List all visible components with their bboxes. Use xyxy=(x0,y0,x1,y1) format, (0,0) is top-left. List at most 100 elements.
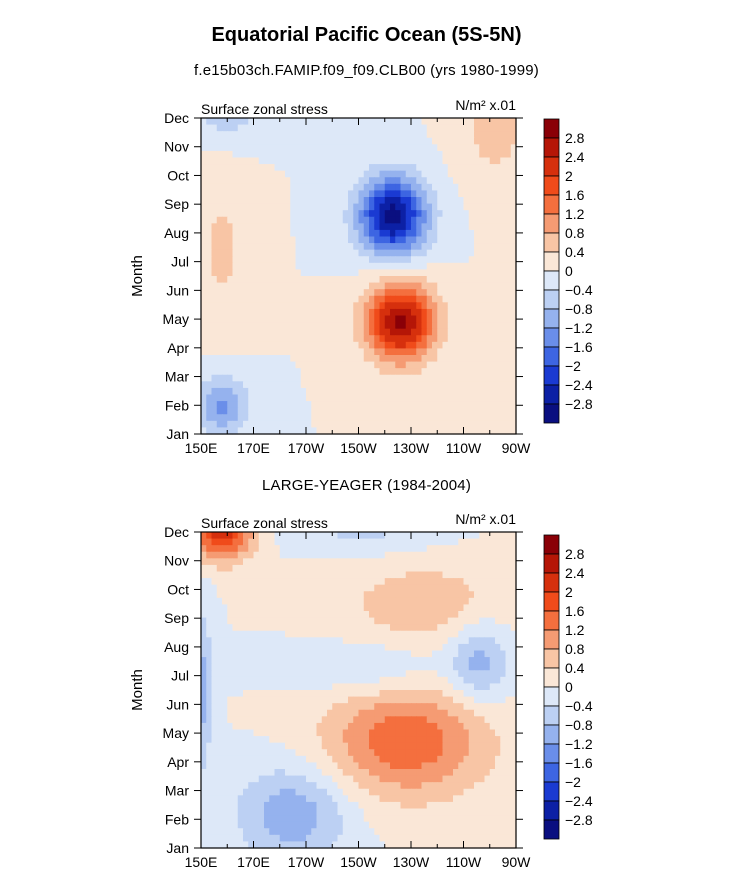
heatmap-cell xyxy=(442,643,449,652)
heatmap-cell xyxy=(237,249,244,257)
heatmap-cell xyxy=(358,722,365,731)
heatmap-cell xyxy=(237,236,244,244)
heatmap-cell xyxy=(363,571,370,579)
heatmap-cell xyxy=(327,302,333,310)
heatmap-cell xyxy=(510,289,517,297)
heatmap-cell xyxy=(405,611,412,619)
heatmap-cell xyxy=(327,387,333,396)
heatmap-cell xyxy=(253,401,260,409)
heatmap-cell xyxy=(316,709,323,717)
heatmap-cell xyxy=(211,564,218,573)
heatmap-cell xyxy=(348,302,354,310)
heatmap-cell xyxy=(500,335,507,343)
heatmap-cell xyxy=(395,637,402,645)
heatmap-cell xyxy=(227,545,234,553)
heatmap-cell xyxy=(484,256,491,264)
heatmap-cell xyxy=(243,150,249,159)
heatmap-cell xyxy=(379,137,386,145)
heatmap-cell xyxy=(363,630,370,638)
heatmap-cell xyxy=(374,374,381,382)
heatmap-cell xyxy=(437,703,444,711)
heatmap-cell xyxy=(222,597,228,606)
heatmap-cell xyxy=(463,164,470,172)
heatmap-cell xyxy=(201,663,207,671)
heatmap-cell xyxy=(353,722,360,731)
heatmap-cell xyxy=(295,262,302,271)
heatmap-cell xyxy=(437,157,444,165)
heatmap-cell xyxy=(374,538,381,546)
heatmap-cell xyxy=(337,131,344,139)
heatmap-cell xyxy=(379,564,386,573)
heatmap-cell xyxy=(432,690,438,698)
heatmap-cell xyxy=(227,157,234,165)
heatmap-cell xyxy=(211,670,218,678)
heatmap-cell xyxy=(216,170,223,178)
heatmap-cell xyxy=(295,361,302,369)
heatmap-cell xyxy=(379,578,386,586)
heatmap-cell xyxy=(510,401,517,409)
heatmap-cell xyxy=(500,564,507,573)
heatmap-cell xyxy=(405,420,412,429)
heatmap-cell xyxy=(358,611,365,619)
heatmap-cell xyxy=(416,348,423,356)
heatmap-cell xyxy=(468,190,475,198)
heatmap-cell xyxy=(332,170,339,178)
heatmap-cell xyxy=(505,676,512,685)
heatmap-cell xyxy=(505,729,512,737)
heatmap-cell xyxy=(285,262,291,271)
heatmap-cell xyxy=(264,558,270,566)
heatmap-cell xyxy=(327,243,333,251)
heatmap-cell xyxy=(222,335,228,343)
heatmap-cell xyxy=(353,118,360,126)
heatmap-cell xyxy=(395,210,402,218)
heatmap-cell xyxy=(306,229,312,238)
heatmap-cell xyxy=(342,348,349,356)
heatmap-cell xyxy=(206,381,213,389)
heatmap-cell xyxy=(400,308,407,317)
heatmap-cell xyxy=(253,703,260,711)
heatmap-cell xyxy=(300,361,307,369)
heatmap-cell xyxy=(484,295,491,303)
heatmap-cell xyxy=(447,355,454,363)
heatmap-cell xyxy=(248,630,255,638)
heatmap-cell xyxy=(348,315,354,323)
heatmap-cell xyxy=(237,571,244,579)
heatmap-cell xyxy=(248,308,255,317)
heatmap-cell xyxy=(447,571,454,579)
heatmap-cell xyxy=(327,643,333,652)
heatmap-cell xyxy=(295,249,302,257)
heatmap-cell xyxy=(232,407,239,415)
heatmap-cell xyxy=(316,328,323,336)
heatmap-cell xyxy=(206,670,213,678)
heatmap-cell xyxy=(505,131,512,139)
heatmap-cell xyxy=(390,124,396,132)
heatmap-cell xyxy=(489,210,496,218)
heatmap-cell xyxy=(327,355,333,363)
heatmap-cell xyxy=(206,604,213,612)
heatmap-cell xyxy=(384,394,391,402)
heatmap-cell xyxy=(348,249,354,257)
heatmap-cell xyxy=(269,322,276,330)
heatmap-cell xyxy=(379,407,386,415)
heatmap-cell xyxy=(395,696,402,704)
heatmap-cell xyxy=(353,144,360,152)
heatmap-cell xyxy=(426,164,433,172)
heatmap-cell xyxy=(421,341,428,350)
heatmap-cell xyxy=(442,716,449,724)
heatmap-cell xyxy=(458,558,465,566)
heatmap-cell xyxy=(279,670,286,678)
heatmap-cell xyxy=(416,683,423,691)
heatmap-cell xyxy=(405,262,412,271)
heatmap-cell xyxy=(316,690,323,698)
heatmap-cell xyxy=(243,624,249,632)
heatmap-cell xyxy=(321,118,328,126)
heatmap-cell xyxy=(437,223,444,231)
heatmap-cell xyxy=(201,374,207,382)
heatmap-cell xyxy=(500,203,507,211)
heatmap-cell xyxy=(379,190,386,198)
heatmap-cell xyxy=(332,617,339,625)
heatmap-cell xyxy=(468,361,475,369)
heatmap-cell xyxy=(400,374,407,382)
heatmap-cell xyxy=(390,683,396,691)
heatmap-cell xyxy=(274,597,281,606)
